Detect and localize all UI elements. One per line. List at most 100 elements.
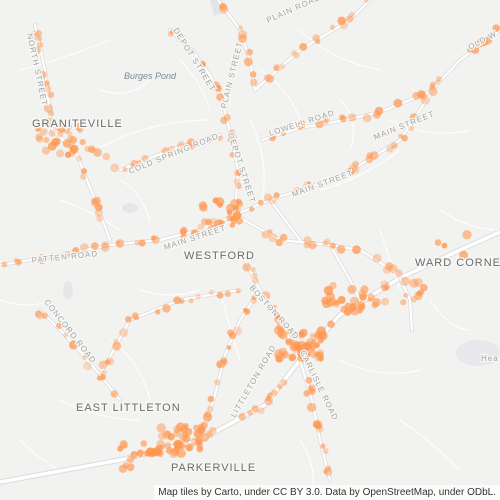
heat-point [229,129,236,136]
heat-point [97,204,103,210]
heat-point [381,297,390,306]
heat-point [96,214,104,222]
heat-point [393,98,403,108]
heat-point [323,238,331,246]
heat-point [173,425,182,434]
heat-point [348,11,355,18]
heat-point [329,282,337,290]
heat-point [420,284,428,292]
heat-point [360,285,369,294]
heat-point [204,410,211,418]
heat-point [188,298,194,304]
heat-point [209,289,215,295]
heat-point [83,361,92,371]
heat-point [271,389,278,396]
heat-point [418,90,426,98]
heat-point [372,253,382,263]
heat-point [308,241,317,250]
heat-point [339,20,349,30]
heat-point [367,297,373,303]
heat-point [224,290,231,297]
heat-point [299,43,308,51]
heat-point [314,342,320,348]
heat-point [134,240,140,246]
heat-point [140,440,148,447]
heat-point [251,272,258,279]
heat-point [190,229,199,237]
heat-point [216,361,223,368]
heat-point [337,16,347,26]
heat-point [76,155,83,162]
heat-point [293,187,302,196]
heat-point [62,139,71,148]
road-label: PLAIN ROAD [265,0,322,25]
heat-point [209,427,217,435]
heat-point [134,315,140,321]
heat-point [173,296,182,305]
heat-point [54,124,61,131]
heat-point [382,265,391,274]
heat-point [263,74,272,82]
heat-point [359,293,367,302]
heat-point [34,29,43,38]
heat-point [235,168,243,177]
heat-point [233,326,243,336]
heat-point [180,226,188,235]
heat-point [214,379,221,386]
heat-point [462,230,472,240]
heat-point [56,322,63,330]
heat-point [130,163,136,170]
road-label: PATTEN ROAD [31,249,98,265]
heat-point [57,130,64,138]
road-label: Hea [481,354,499,363]
heat-point [219,2,228,11]
heat-point [279,63,285,70]
heat-point [336,245,346,254]
heat-point [151,235,160,244]
heat-point [317,349,324,356]
heat-point [56,149,65,158]
heat-point [267,229,273,235]
heat-point [214,219,224,229]
heat-point [230,217,238,225]
heat-point [35,135,44,143]
heat-point [441,242,448,249]
heat-point [43,136,50,144]
heat-point [198,201,208,210]
heat-point [337,296,346,304]
heat-point [435,79,441,85]
heat-point [314,330,322,338]
heat-point [362,113,372,123]
heat-point [321,118,329,125]
heat-point [274,316,282,324]
heat-point [333,300,341,308]
heat-point [101,241,109,249]
heat-point [72,247,80,254]
heat-point [219,4,229,14]
heat-point [206,219,213,226]
heat-point [221,359,228,366]
heat-point [80,243,89,252]
heat-point [207,395,215,403]
heat-point [47,117,55,126]
heat-point [176,448,186,458]
heat-point [247,410,253,416]
heat-point [207,224,217,234]
heat-point [268,196,277,205]
heat-point [116,241,121,246]
heat-point [66,135,75,143]
heat-point [268,233,278,243]
heat-point [41,146,51,155]
heat-point [238,413,246,421]
heat-point [187,47,194,54]
heat-point [299,350,309,360]
heat-point [57,124,66,133]
heat-point [89,147,95,153]
heat-point [391,142,398,149]
heat-point [80,173,87,180]
heat-point [184,427,193,436]
heat-point [238,25,244,31]
heat-point [94,203,103,212]
